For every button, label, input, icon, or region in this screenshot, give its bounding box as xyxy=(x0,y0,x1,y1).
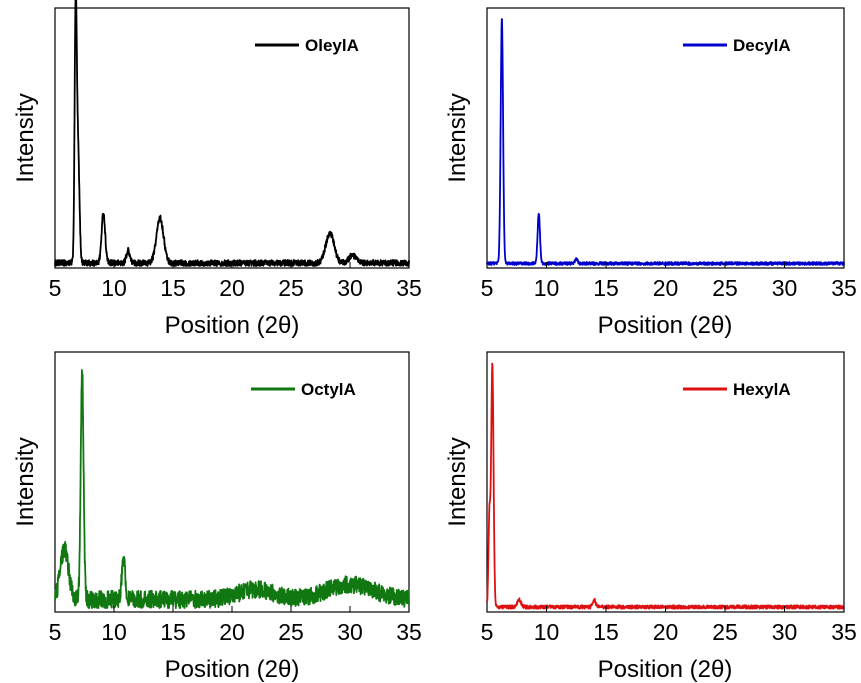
x-tick-label: 35 xyxy=(831,275,857,301)
chart-panel-octyla: 5 10 15 20 25 30 35 OctylA Position (2θ) Inten… xyxy=(12,351,422,683)
x-tick-label: 25 xyxy=(712,275,738,301)
x-tick-label: 15 xyxy=(593,619,619,645)
x-axis-ticks: 5 10 15 20 25 30 35 xyxy=(481,262,857,301)
x-tick-label: 20 xyxy=(653,275,679,301)
legend: DecylA xyxy=(683,36,791,55)
x-tick-label: 5 xyxy=(481,275,494,301)
chart-panel-decyla: 5 10 15 20 25 30 35 DecylA Position (2θ) Inten… xyxy=(444,7,857,339)
chart-panel-hexyla: 5 10 15 20 25 30 35 HexylA Position (2θ) Inten… xyxy=(444,351,857,683)
series-line-hexyla xyxy=(486,362,845,610)
x-tick-label: 10 xyxy=(101,619,127,645)
x-tick-label: 25 xyxy=(712,619,738,645)
x-tick-label: 10 xyxy=(534,619,560,645)
x-tick-label: 20 xyxy=(653,619,679,645)
legend-label-hexyla: HexylA xyxy=(733,380,791,399)
x-axis-label: Position (2θ) xyxy=(598,312,733,339)
x-axis-ticks: 5 10 15 20 25 30 35 xyxy=(49,262,422,301)
x-tick-label: 25 xyxy=(278,275,304,301)
x-tick-label: 35 xyxy=(396,275,422,301)
x-tick-label: 10 xyxy=(534,275,560,301)
x-tick-label: 30 xyxy=(772,275,798,301)
plot-frame xyxy=(54,351,410,613)
chart-panel-oleyla: 5 10 15 20 25 30 35 OleylA Position (2θ) Inten… xyxy=(12,0,422,339)
x-axis-ticks: 5 10 15 20 25 30 35 xyxy=(49,606,422,645)
legend-label-oleyla: OleylA xyxy=(305,36,359,55)
x-tick-label: 20 xyxy=(219,619,245,645)
series-line-decyla xyxy=(486,18,845,266)
x-axis-label: Position (2θ) xyxy=(165,312,300,339)
legend: OctylA xyxy=(251,380,356,399)
x-tick-label: 35 xyxy=(396,619,422,645)
x-axis-label: Position (2θ) xyxy=(165,656,300,683)
x-axis-ticks: 5 10 15 20 25 30 35 xyxy=(481,606,857,645)
y-axis-label: Intensity xyxy=(12,93,39,182)
x-tick-label: 15 xyxy=(593,275,619,301)
legend-label-decyla: DecylA xyxy=(733,36,791,55)
series-layer xyxy=(486,362,845,610)
x-tick-label: 5 xyxy=(49,275,62,301)
x-tick-label: 15 xyxy=(160,619,186,645)
legend: HexylA xyxy=(683,380,791,399)
y-axis-label: Intensity xyxy=(444,437,471,526)
series-layer xyxy=(54,369,410,610)
x-tick-label: 25 xyxy=(278,619,304,645)
x-tick-label: 20 xyxy=(219,275,245,301)
legend: OleylA xyxy=(255,36,359,55)
x-tick-label: 30 xyxy=(337,619,363,645)
y-axis-label: Intensity xyxy=(444,93,471,182)
x-tick-label: 30 xyxy=(337,275,363,301)
x-tick-label: 5 xyxy=(49,619,62,645)
x-axis-label: Position (2θ) xyxy=(598,656,733,683)
series-line-octyla xyxy=(54,369,410,610)
x-tick-label: 5 xyxy=(481,619,494,645)
legend-label-octyla: OctylA xyxy=(301,380,356,399)
y-axis-label: Intensity xyxy=(12,437,39,526)
series-layer xyxy=(486,18,845,266)
x-tick-label: 15 xyxy=(160,275,186,301)
x-tick-label: 35 xyxy=(831,619,857,645)
x-tick-label: 30 xyxy=(772,619,798,645)
x-tick-label: 10 xyxy=(101,275,127,301)
